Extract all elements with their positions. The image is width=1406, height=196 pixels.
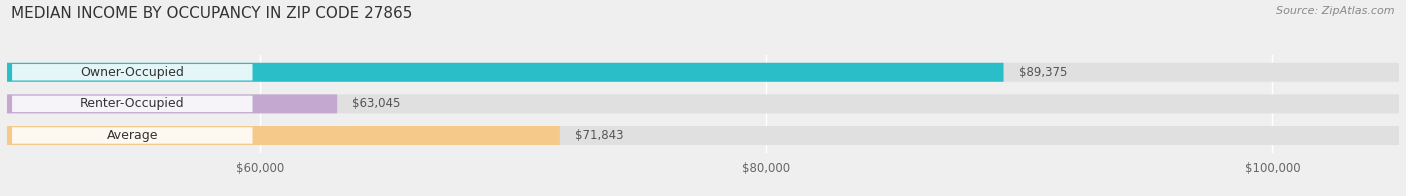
Text: Average: Average — [107, 129, 157, 142]
Text: Source: ZipAtlas.com: Source: ZipAtlas.com — [1277, 6, 1395, 16]
FancyBboxPatch shape — [7, 63, 1399, 82]
FancyBboxPatch shape — [13, 64, 253, 81]
FancyBboxPatch shape — [7, 63, 1004, 82]
FancyBboxPatch shape — [13, 96, 253, 112]
Text: $89,375: $89,375 — [1019, 66, 1067, 79]
Text: Owner-Occupied: Owner-Occupied — [80, 66, 184, 79]
FancyBboxPatch shape — [13, 127, 253, 144]
FancyBboxPatch shape — [7, 94, 1399, 113]
FancyBboxPatch shape — [7, 126, 560, 145]
FancyBboxPatch shape — [7, 126, 1399, 145]
Text: MEDIAN INCOME BY OCCUPANCY IN ZIP CODE 27865: MEDIAN INCOME BY OCCUPANCY IN ZIP CODE 2… — [11, 6, 412, 21]
FancyBboxPatch shape — [7, 94, 337, 113]
Text: $63,045: $63,045 — [353, 97, 401, 110]
Text: Renter-Occupied: Renter-Occupied — [80, 97, 184, 110]
Text: $71,843: $71,843 — [575, 129, 623, 142]
